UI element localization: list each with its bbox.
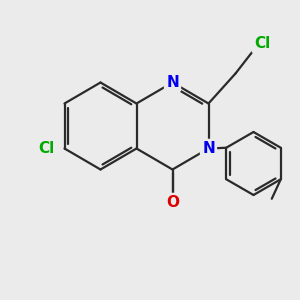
Text: O: O — [166, 195, 179, 210]
Text: N: N — [202, 141, 215, 156]
Text: Cl: Cl — [38, 141, 54, 156]
Text: N: N — [166, 75, 179, 90]
Text: Cl: Cl — [254, 36, 270, 51]
